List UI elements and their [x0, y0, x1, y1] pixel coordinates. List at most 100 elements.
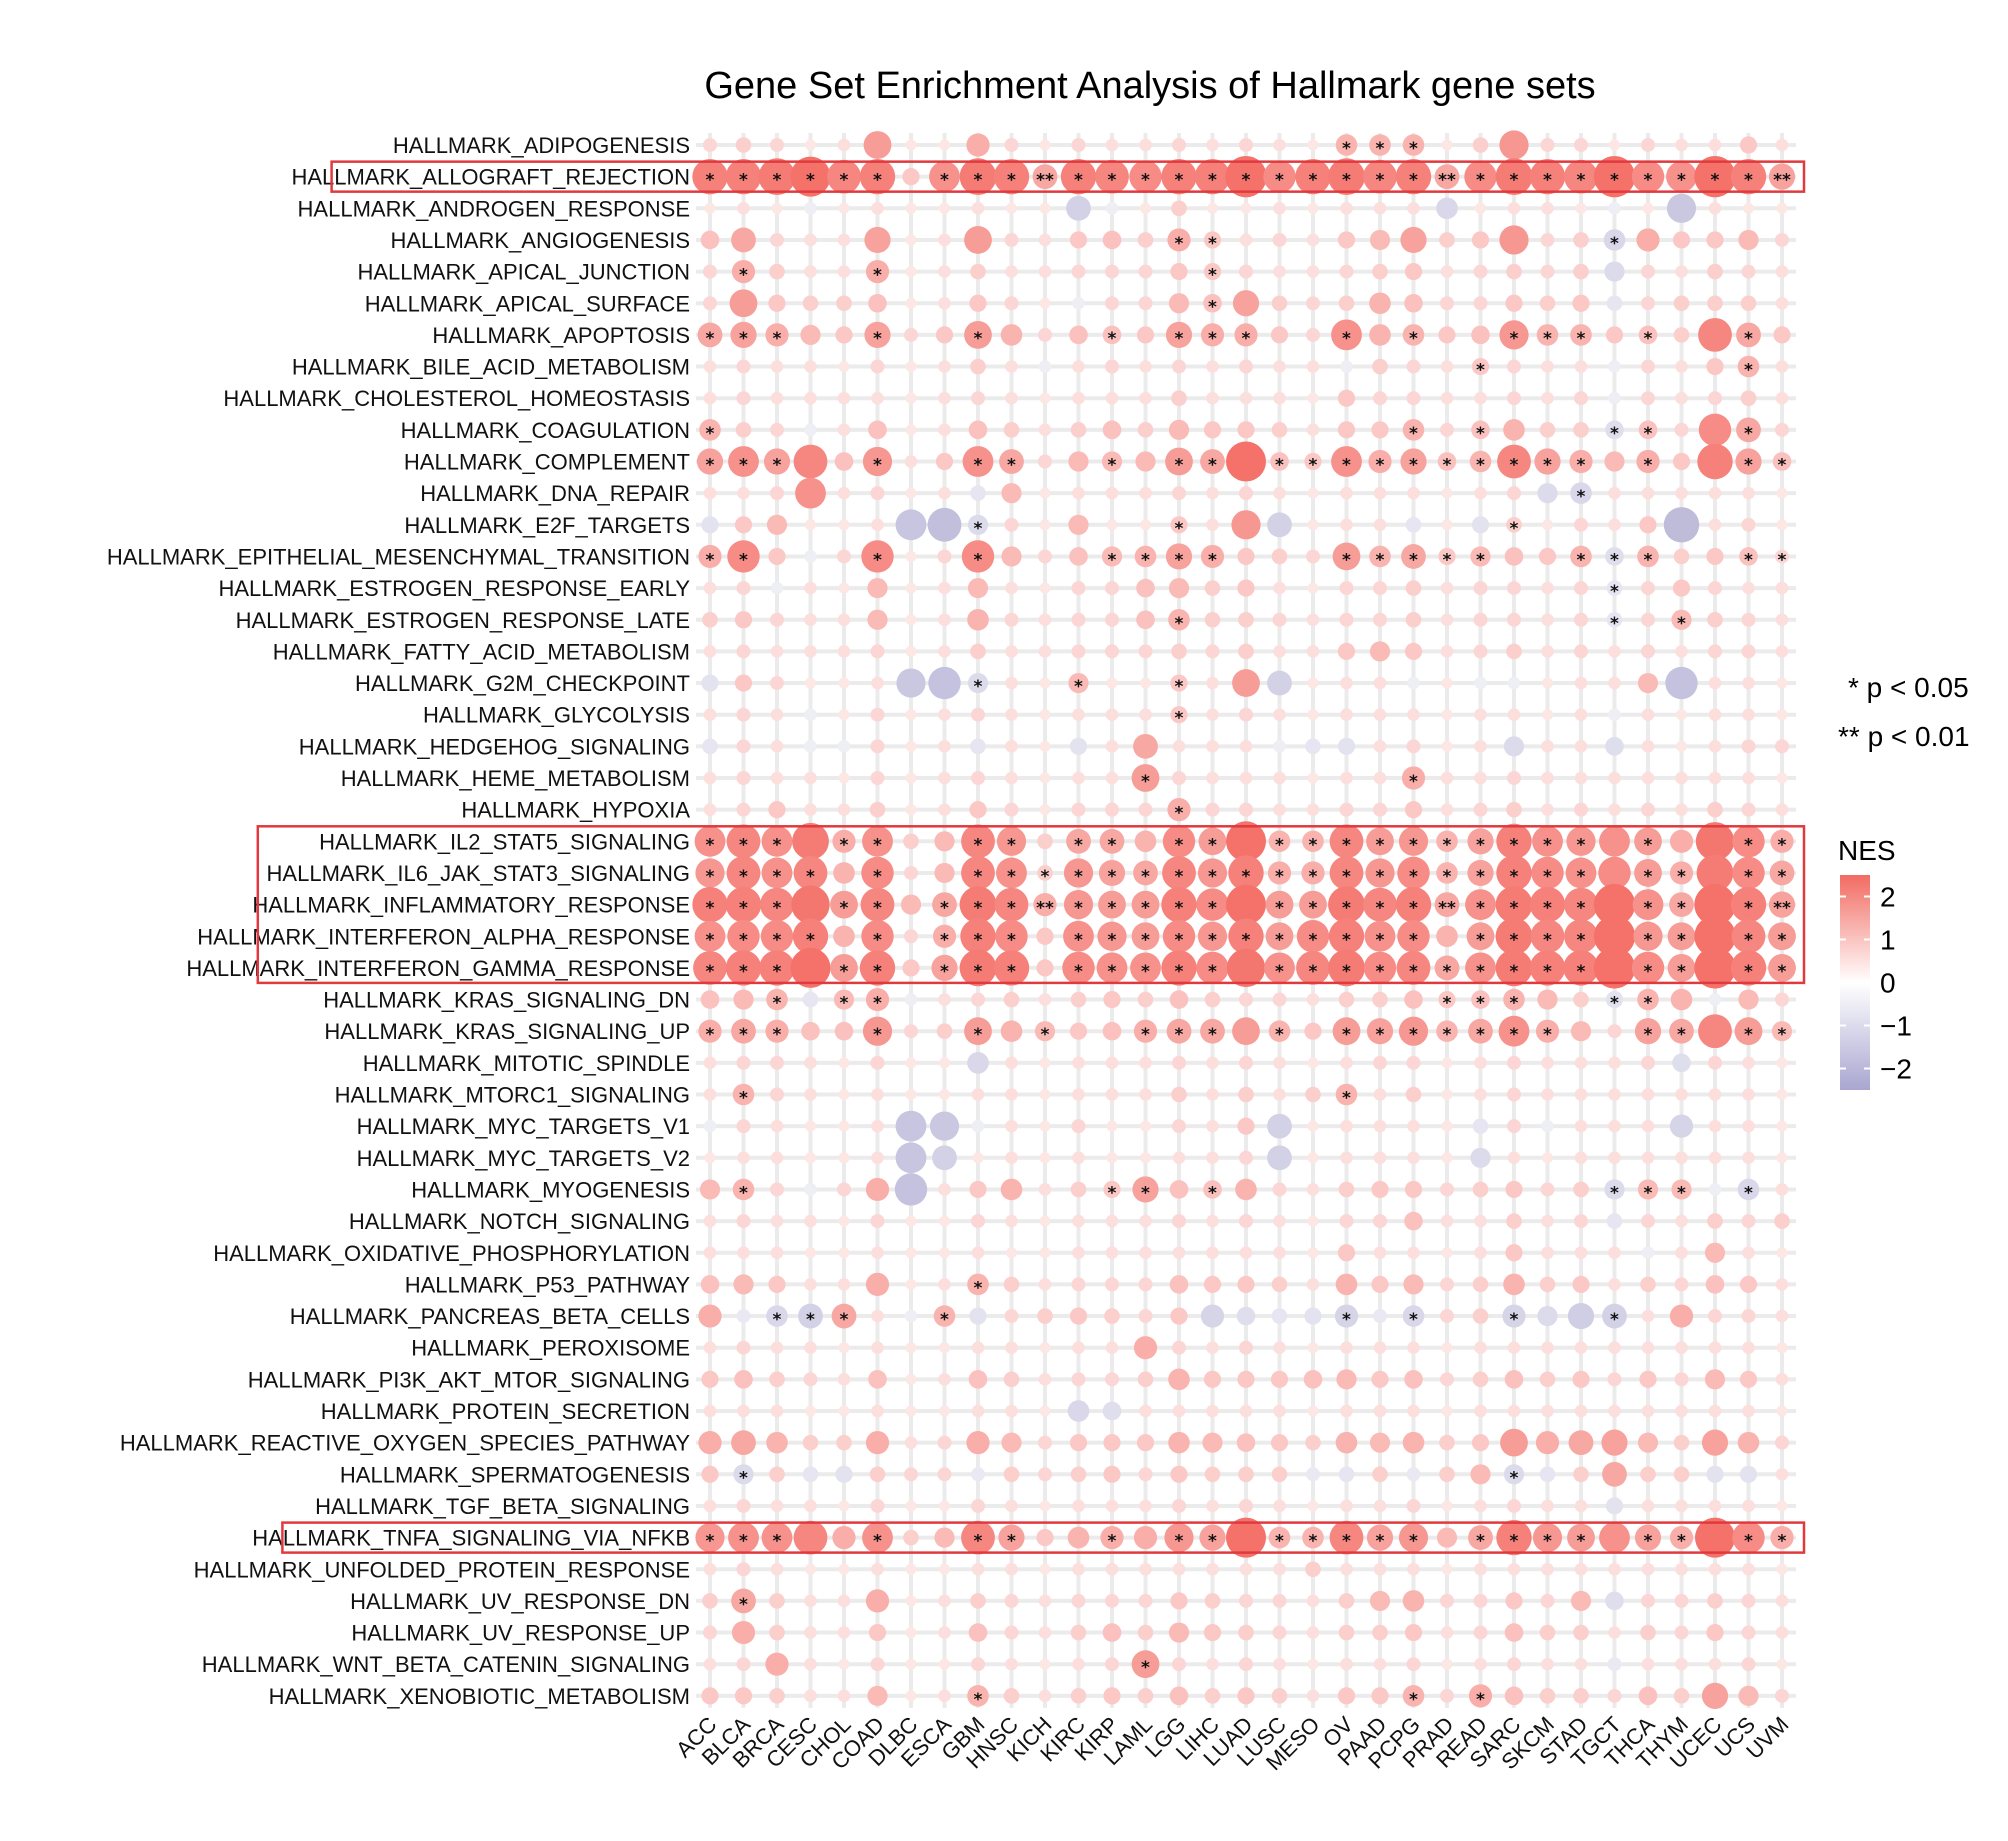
pathway-label: HALLMARK_MYOGENESIS — [411, 1177, 690, 1202]
nes-dot — [1704, 1242, 1726, 1263]
nes-dot — [703, 1625, 717, 1640]
nes-dot — [834, 452, 854, 471]
nes-dot — [938, 486, 951, 500]
nes-colorbar: NES 210−1−2 — [1838, 835, 1912, 1090]
nes-dot — [1337, 642, 1356, 661]
nes-dot — [1474, 1404, 1487, 1418]
nes-dot — [1776, 487, 1788, 499]
nes-dot — [932, 924, 957, 948]
nes-dot — [1371, 1180, 1389, 1199]
nes-dot — [1438, 547, 1456, 566]
nes-dot — [1500, 1428, 1528, 1457]
significance-star: * — [840, 962, 849, 982]
significance-star: * — [1309, 930, 1318, 950]
nes-dot — [1072, 771, 1085, 785]
nes-dot — [1708, 1309, 1722, 1324]
nes-dot — [1574, 1214, 1588, 1229]
nes-dot — [768, 1275, 786, 1293]
nes-dot — [837, 613, 851, 627]
nes-dot — [1239, 802, 1253, 817]
nes-dot — [1564, 159, 1598, 194]
nes-dot — [1373, 676, 1387, 690]
significance-star: * — [974, 171, 983, 191]
nes-dot — [736, 1657, 751, 1672]
nes-dot — [804, 1594, 817, 1608]
nes-dot — [934, 862, 955, 884]
nes-dot — [1226, 1517, 1266, 1558]
nes-dot — [1398, 1016, 1429, 1046]
nes-dot — [970, 358, 986, 375]
nes-dot — [1005, 1214, 1018, 1228]
nes-dot — [1776, 1500, 1788, 1512]
nes-dot — [1306, 1626, 1320, 1639]
nes-dot — [1573, 263, 1589, 280]
nes-dot — [1307, 392, 1319, 404]
nes-dot — [837, 391, 851, 405]
nes-dot — [1235, 1178, 1257, 1201]
nes-dot — [938, 360, 951, 373]
significance-star: * — [1744, 867, 1753, 887]
nes-dot — [1574, 138, 1588, 152]
nes-dot — [993, 950, 1030, 986]
nes-dot — [1694, 915, 1736, 957]
nes-dot — [1641, 264, 1655, 279]
nes-dot — [1742, 771, 1755, 785]
significance-star: * — [1744, 1532, 1753, 1552]
nes-dot — [1641, 138, 1655, 152]
nes-dot — [1708, 708, 1722, 721]
nes-dot — [804, 1657, 817, 1671]
nes-dot — [1573, 1181, 1589, 1198]
nes-dot — [1574, 676, 1588, 690]
nes-dot — [701, 1370, 719, 1388]
nes-dot — [964, 321, 992, 349]
nes-dot — [1775, 1435, 1789, 1450]
nes-dot — [1038, 233, 1052, 247]
nes-dot — [1474, 1341, 1487, 1354]
nes-dot — [1695, 1517, 1735, 1558]
nes-dot — [971, 1467, 985, 1482]
significance-star: * — [1309, 456, 1318, 476]
nes-dot — [1406, 1467, 1421, 1482]
nes-dot — [1741, 802, 1756, 817]
significance-star: * — [739, 962, 748, 982]
nes-dot — [1003, 1466, 1020, 1483]
nes-dot — [1775, 296, 1789, 310]
nes-dot — [1369, 641, 1391, 662]
significance-star: * — [1476, 1690, 1485, 1710]
significance-star: * — [1409, 1025, 1418, 1045]
nes-dot — [802, 1434, 819, 1451]
nes-dot — [1473, 264, 1488, 279]
nes-dot — [1071, 138, 1086, 152]
nes-dot — [1331, 319, 1362, 351]
nes-dot — [1539, 1276, 1556, 1293]
significance-star: * — [739, 1089, 748, 1109]
significance-star: * — [1476, 962, 1485, 982]
nes-dot — [1400, 226, 1427, 254]
nes-dot — [1105, 708, 1119, 721]
nes-dot — [805, 1152, 816, 1164]
nes-dot — [1441, 1089, 1453, 1100]
significance-star: * — [974, 962, 983, 982]
nes-dot — [1162, 920, 1196, 953]
nes-dot — [1602, 1461, 1627, 1487]
nes-dot — [1273, 1499, 1286, 1513]
significance-star: * — [706, 550, 715, 570]
nes-dot — [734, 516, 753, 534]
nes-dot — [1707, 1593, 1723, 1609]
nes-dot — [1708, 1499, 1722, 1513]
nes-dot — [939, 139, 950, 151]
nes-dot — [1307, 202, 1319, 214]
nes-dot — [1206, 1404, 1219, 1418]
nes-dot — [1328, 918, 1365, 954]
nes-dot — [1136, 578, 1155, 598]
nes-dot — [1570, 324, 1592, 346]
nes-dot — [1669, 892, 1694, 917]
nes-dot — [1165, 321, 1193, 348]
nes-dot — [1641, 581, 1655, 596]
nes-dot — [968, 420, 988, 440]
significance-star: * — [1744, 456, 1753, 476]
nes-dot — [1340, 676, 1353, 690]
nes-dot — [1768, 922, 1796, 951]
nes-dot — [1005, 771, 1018, 785]
nes-dot — [1226, 884, 1266, 925]
